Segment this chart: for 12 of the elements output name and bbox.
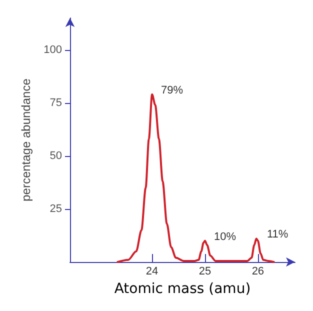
x-tick-label: 24 [146,266,158,278]
x-axis-title: Atomic mass (amu) [114,281,251,297]
y-tick-label: 50 [50,150,62,162]
y-tick-label: 25 [50,202,62,215]
x-tick-label: 26 [252,266,264,278]
annotation: 10% [214,230,236,243]
y-tick-label: 75 [50,96,62,109]
annotation: 79% [161,84,184,96]
annotation: 11% [266,228,288,241]
y-tick-label: 100 [44,44,62,56]
y-axis-title: percentage abundance [19,78,33,202]
x-tick-label: 25 [198,266,212,278]
